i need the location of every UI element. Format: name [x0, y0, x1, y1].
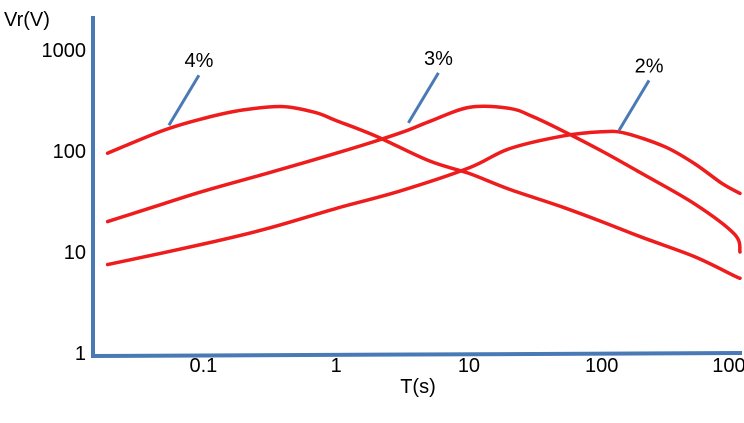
- series-line: [105, 104, 742, 280]
- y-tick-label: 10: [64, 242, 86, 264]
- y-tick-label: 1000: [42, 40, 87, 62]
- series-annotation: 3%: [424, 48, 453, 70]
- series-annotation: 4%: [184, 50, 213, 72]
- x-tick-label: 0.1: [189, 355, 217, 377]
- series-callouts: 4% 3% 2%: [167, 48, 664, 132]
- series-line: [105, 104, 742, 254]
- series-line: [105, 129, 742, 267]
- series-lines: [105, 104, 742, 280]
- callout-leader: [617, 79, 651, 132]
- callout-leader: [407, 72, 440, 124]
- series-annotation: 2%: [635, 55, 664, 77]
- x-tick-label: 1000: [712, 355, 744, 377]
- y-tick-label: 100: [53, 141, 86, 163]
- x-tick-label: 100: [585, 355, 618, 377]
- y-tick-label: 1: [75, 343, 86, 365]
- x-tick-labels: 0.1 1 10 100 1000: [189, 355, 744, 377]
- callout-leader: [167, 74, 201, 126]
- y-tick-labels: 1 10 100 1000: [42, 40, 87, 365]
- y-axis-label: Vr(V): [4, 9, 50, 31]
- x-axis-label: T(s): [400, 376, 436, 398]
- x-tick-label: 10: [458, 355, 480, 377]
- x-axis: [90, 351, 743, 358]
- x-tick-label: 1: [331, 355, 342, 377]
